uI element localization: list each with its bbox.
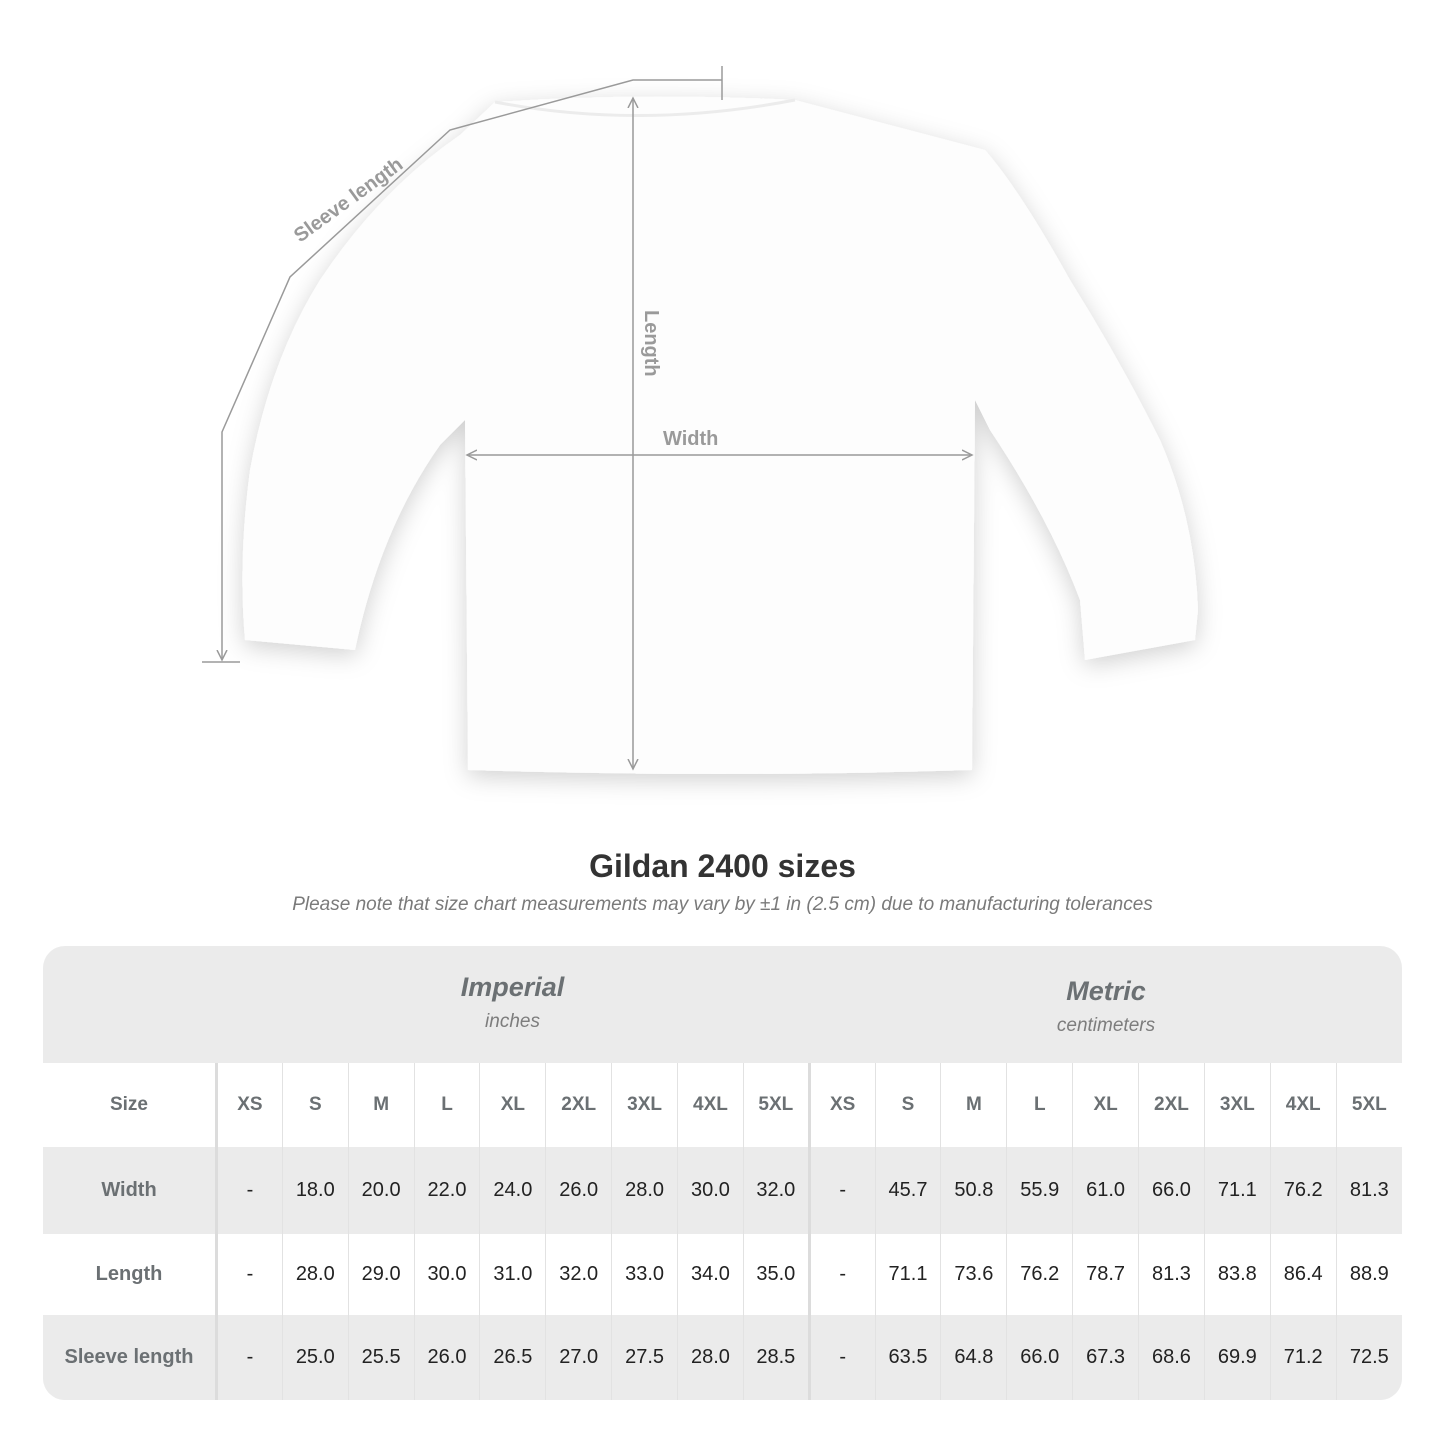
metric-value: -	[807, 1234, 876, 1315]
imperial-value: 28.0	[677, 1315, 744, 1400]
imperial-value: 18.0	[281, 1147, 349, 1234]
tolerance-note: Please note that size chart measurements…	[292, 894, 1153, 915]
metric-value: 66.0	[1006, 1315, 1073, 1400]
length-label: Length	[640, 310, 662, 377]
metric-value: 72.5	[1335, 1315, 1402, 1400]
metric-value: 86.4	[1269, 1234, 1337, 1315]
metric-value: 45.7	[874, 1147, 941, 1234]
imperial-value: 33.0	[611, 1234, 678, 1315]
page-title: Gildan 2400 sizes	[589, 848, 856, 884]
imperial-value: 29.0	[347, 1234, 415, 1315]
metric-size-2xl: 2XL	[1138, 1063, 1205, 1147]
metric-value: 64.8	[940, 1315, 1007, 1400]
imperial-value: 26.0	[545, 1147, 612, 1234]
metric-size-4xl: 4XL	[1269, 1063, 1337, 1147]
imperial-size-s: S	[281, 1063, 349, 1147]
metric-value: 83.8	[1203, 1234, 1271, 1315]
imperial-value: 25.5	[347, 1315, 415, 1400]
metric-value: 61.0	[1072, 1147, 1139, 1234]
imperial-value: 22.0	[413, 1147, 480, 1234]
metric-value: 76.2	[1006, 1234, 1073, 1315]
imperial-value: -	[215, 1234, 283, 1315]
row-label: Sleeve length	[43, 1315, 217, 1400]
imperial-value: 30.0	[677, 1147, 744, 1234]
metric-size-xs: XS	[807, 1063, 876, 1147]
imperial-value: -	[215, 1147, 283, 1234]
imperial-size-xl: XL	[479, 1063, 546, 1147]
size-label: Size	[43, 1063, 217, 1147]
metric-value: 71.2	[1269, 1315, 1337, 1400]
imperial-value: 24.0	[479, 1147, 546, 1234]
size-grid: Size XS S M L XL 2XL 3XL 4XL 5XL XS S M L XL 2XL 3XL 4XL 5…	[43, 1063, 1402, 1400]
metric-value: 67.3	[1072, 1315, 1139, 1400]
metric-value: 71.1	[874, 1234, 941, 1315]
metric-size-3xl: 3XL	[1203, 1063, 1271, 1147]
imperial-value: 28.0	[611, 1147, 678, 1234]
metric-size-5xl: 5XL	[1335, 1063, 1402, 1147]
table-row: Sleeve length -25.0 25.5 26.0 26.5 27.0 27.5 28…	[43, 1315, 1402, 1400]
shirt-diagram: Sleeve length Length Width	[202, 66, 1199, 774]
metric-size-xl: XL	[1072, 1063, 1139, 1147]
metric-value: 71.1	[1203, 1147, 1271, 1234]
imperial-value: 32.0	[742, 1147, 810, 1234]
long-sleeve-shirt	[242, 96, 1199, 774]
imperial-value: 27.5	[611, 1315, 678, 1400]
imperial-size-3xl: 3XL	[611, 1063, 678, 1147]
imperial-size-m: M	[347, 1063, 415, 1147]
imperial-unit: inches	[485, 1011, 540, 1032]
metric-value: 63.5	[874, 1315, 941, 1400]
imperial-value: 26.5	[479, 1315, 546, 1400]
metric-value: 78.7	[1072, 1234, 1139, 1315]
metric-size-l: L	[1006, 1063, 1073, 1147]
imperial-value: 31.0	[479, 1234, 546, 1315]
row-label: Width	[43, 1147, 217, 1234]
metric-value: 81.3	[1335, 1147, 1402, 1234]
metric-value: 81.3	[1138, 1234, 1205, 1315]
imperial-value: 28.0	[281, 1234, 349, 1315]
imperial-header: Imperial inches	[215, 946, 810, 1063]
imperial-value: -	[215, 1315, 283, 1400]
imperial-value: 25.0	[281, 1315, 349, 1400]
imperial-value: 27.0	[545, 1315, 612, 1400]
metric-size-m: M	[940, 1063, 1007, 1147]
metric-value: -	[807, 1315, 876, 1400]
imperial-size-4xl: 4XL	[677, 1063, 744, 1147]
imperial-value: 35.0	[742, 1234, 810, 1315]
width-label: Width	[663, 428, 718, 450]
metric-header: Metric centimeters	[810, 946, 1402, 1063]
imperial-size-xs: XS	[215, 1063, 283, 1147]
metric-title: Metric	[1066, 976, 1146, 1006]
imperial-size-5xl: 5XL	[742, 1063, 810, 1147]
metric-value: 66.0	[1138, 1147, 1205, 1234]
measurement-lines	[202, 66, 972, 769]
metric-value: 69.9	[1203, 1315, 1271, 1400]
table-row: Length -28.0 29.0 30.0 31.0 32.0 33.0 34.0 35.0-…	[43, 1234, 1402, 1315]
metric-size-s: S	[874, 1063, 941, 1147]
metric-value: 55.9	[1006, 1147, 1073, 1234]
metric-value: 50.8	[940, 1147, 1007, 1234]
imperial-value: 20.0	[347, 1147, 415, 1234]
metric-value: 68.6	[1138, 1315, 1205, 1400]
imperial-value: 34.0	[677, 1234, 744, 1315]
imperial-size-2xl: 2XL	[545, 1063, 612, 1147]
table-row: Width -18.0 20.0 22.0 24.0 26.0 28.0 30.0 32.0-4…	[43, 1147, 1402, 1234]
metric-value: 88.9	[1335, 1234, 1402, 1315]
metric-value: -	[807, 1147, 876, 1234]
imperial-value: 26.0	[413, 1315, 480, 1400]
metric-value: 73.6	[940, 1234, 1007, 1315]
imperial-value: 30.0	[413, 1234, 480, 1315]
size-header-row: Size XS S M L XL 2XL 3XL 4XL 5XL XS S M L XL 2XL 3XL 4XL 5…	[43, 1063, 1402, 1147]
imperial-size-l: L	[413, 1063, 480, 1147]
imperial-value: 32.0	[545, 1234, 612, 1315]
metric-unit: centimeters	[1056, 1015, 1156, 1036]
row-label: Length	[43, 1234, 217, 1315]
imperial-value: 28.5	[742, 1315, 810, 1400]
metric-value: 76.2	[1269, 1147, 1337, 1234]
imperial-title: Imperial	[460, 972, 565, 1002]
size-table: Imperial inches Metric centimeters Size X…	[43, 946, 1402, 1400]
sleeve-length-line	[222, 79, 722, 660]
